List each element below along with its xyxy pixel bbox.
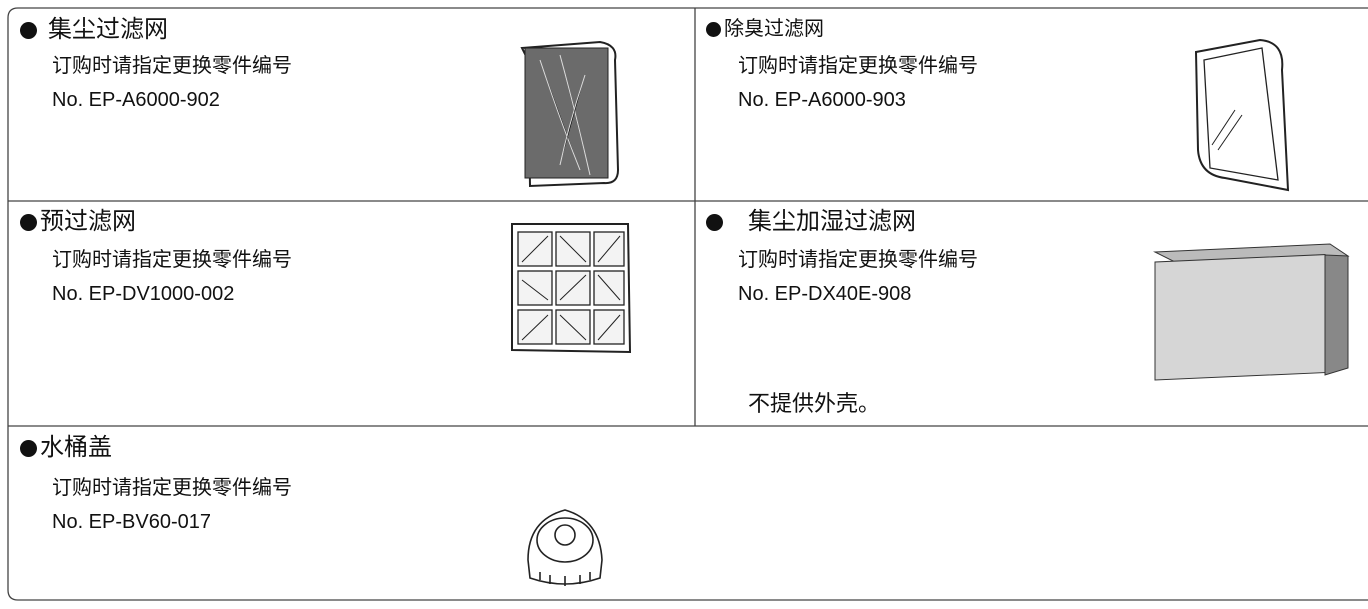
pre-filter-image (511, 223, 632, 354)
order-instruction: 订购时请指定更换零件编号 (738, 249, 978, 271)
part-title: 集尘过滤网 (48, 16, 168, 43)
order-instruction: 订购时请指定更换零件编号 (52, 249, 292, 271)
bullet (20, 440, 37, 457)
table-border (7, 7, 1368, 601)
part-title: 集尘加湿过滤网 (748, 208, 916, 235)
bullet (706, 214, 723, 231)
deodorizing-filter-image (1194, 38, 1290, 192)
part-number: No. EP-DV1000-002 (52, 283, 235, 305)
part-number: No. EP-DX40E-908 (738, 283, 912, 305)
order-instruction: 订购时请指定更换零件编号 (52, 477, 292, 499)
humidifying-filter-image (1153, 243, 1350, 381)
order-instruction: 订购时请指定更换零件编号 (52, 55, 292, 77)
dust-filter-image (520, 40, 620, 188)
order-instruction: 订购时请指定更换零件编号 (738, 55, 978, 77)
bullet (20, 22, 37, 39)
bullet (706, 22, 721, 37)
part-title: 预过滤网 (40, 208, 136, 235)
part-number: No. EP-BV60-017 (52, 511, 211, 533)
tank-cap-image (527, 509, 603, 586)
part-title: 除臭过滤网 (724, 18, 824, 40)
note: 不提供外壳。 (748, 391, 881, 416)
part-number: No. EP-A6000-902 (52, 89, 220, 111)
bullet (20, 214, 37, 231)
part-number: No. EP-A6000-903 (738, 89, 906, 111)
part-title: 水桶盖 (40, 434, 112, 461)
